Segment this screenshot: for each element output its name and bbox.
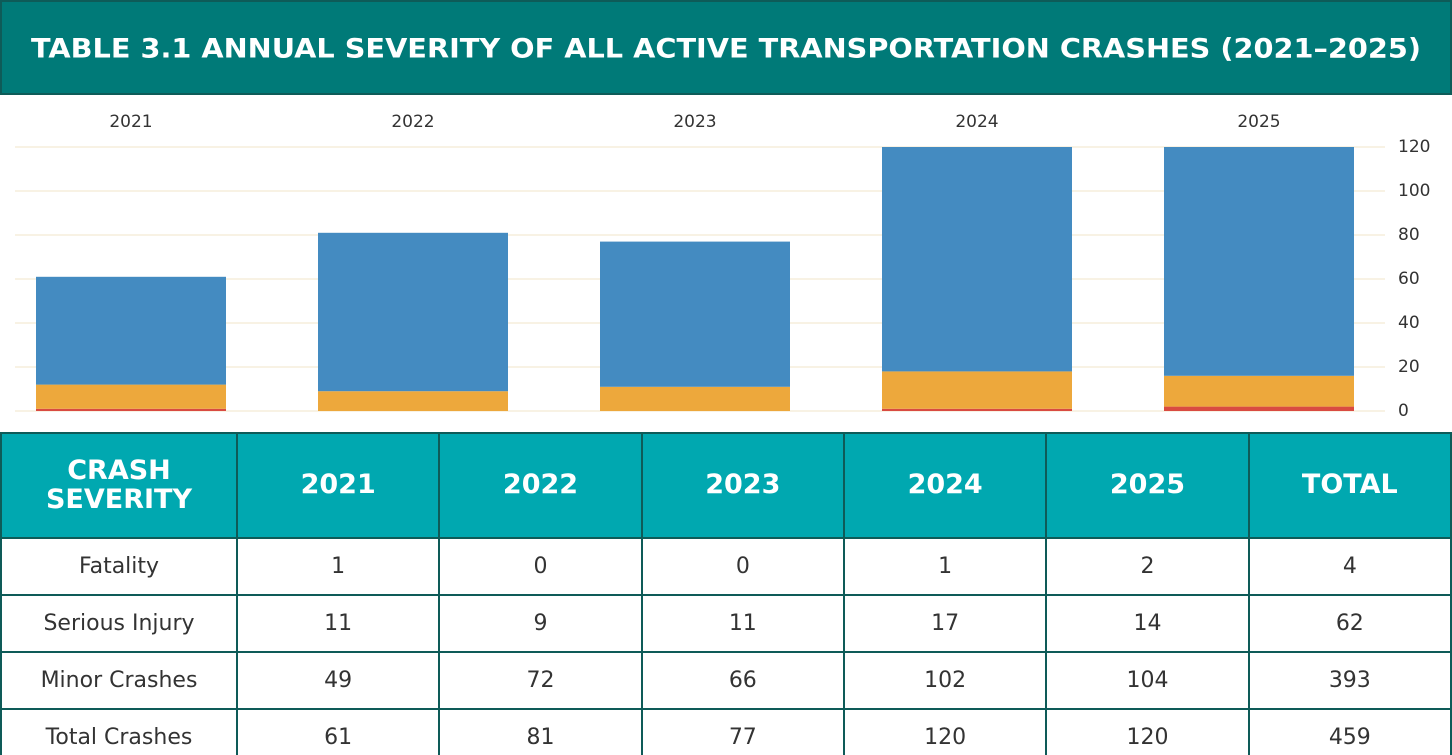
bar-segment [318, 391, 508, 411]
title-area: TABLE 3.1 ANNUAL SEVERITY OF ALL ACTIVE … [31, 34, 1421, 65]
table-row: Minor Crashes 49 72 66 102 104 393 [0, 651, 1452, 710]
bar-segment [882, 371, 1072, 409]
x-tick-label: 2022 [391, 112, 434, 132]
chart: 0 20 40 60 80 100 120 2021 2022 2023 2024 2025 [15, 112, 1430, 421]
data-table: CRASH SEVERITY 2021 2022 2023 2024 2025 TOTAL … [0, 432, 1452, 755]
table-cell: 77 [640, 708, 845, 755]
header-cell: TOTAL [1247, 432, 1452, 539]
table-row: Serious Injury 11 9 11 17 14 62 [0, 594, 1452, 653]
y-tick-label: 0 [1398, 401, 1409, 421]
table-cell: 393 [1247, 651, 1452, 710]
bar-segment [882, 408, 1072, 411]
y-tick-label: 20 [1398, 357, 1420, 377]
bar-segment [882, 147, 1072, 372]
x-tick-label: 2021 [109, 112, 152, 132]
header-cell: 2023 [640, 432, 845, 539]
table-cell: 1 [235, 537, 441, 596]
table-cell: Total Crashes [0, 708, 238, 755]
table-cell: 0 [640, 537, 845, 596]
x-tick-label: 2025 [1237, 112, 1280, 132]
table-cell: 62 [1247, 594, 1452, 653]
table-body: Fatality 1 0 0 1 2 4 Serious Injury 11 9 11 17 14 62 M… [0, 537, 1452, 755]
bar-segment [1164, 375, 1354, 407]
table-cell: 81 [438, 708, 643, 755]
table-cell: 61 [235, 708, 441, 755]
table-cell: 17 [842, 594, 1048, 653]
y-tick-label: 40 [1398, 313, 1420, 333]
table-cell: 459 [1247, 708, 1452, 755]
table-row: Fatality 1 0 0 1 2 4 [0, 537, 1452, 596]
header-cell: 2022 [438, 432, 643, 539]
table-cell: 102 [842, 651, 1048, 710]
header-row: CRASH SEVERITY 2021 2022 2023 2024 2025 TOTAL [0, 432, 1452, 539]
bar-segment [36, 384, 226, 409]
table-cell: 104 [1045, 651, 1250, 710]
table-cell: 66 [640, 651, 845, 710]
table-cell: 11 [640, 594, 845, 653]
y-tick-label: 120 [1398, 137, 1430, 157]
header-cell: 2025 [1045, 432, 1250, 539]
x-tick-label: 2024 [955, 112, 998, 132]
header-cell: 2021 [235, 432, 441, 539]
table-cell: Serious Injury [0, 594, 238, 653]
title-bar: TABLE 3.1 ANNUAL SEVERITY OF ALL ACTIVE … [0, 0, 1452, 95]
table-cell: 120 [842, 708, 1048, 755]
bar-segment [318, 232, 508, 392]
table-cell: 49 [235, 651, 441, 710]
bar-segment [600, 241, 790, 387]
x-tick-label: 2023 [673, 112, 716, 132]
table-cell: 2 [1045, 537, 1250, 596]
bar-segment [600, 386, 790, 411]
bar-segment [1164, 406, 1354, 411]
bar-segment [36, 276, 226, 385]
table-cell: Fatality [0, 537, 238, 596]
chart-title: TABLE 3.1 ANNUAL SEVERITY OF ALL ACTIVE … [31, 34, 1421, 65]
table-cell: 1 [842, 537, 1048, 596]
header-cell: CRASH SEVERITY [0, 432, 238, 539]
table-cell: Minor Crashes [0, 651, 238, 710]
header-cell: 2024 [842, 432, 1048, 539]
y-tick-label: 100 [1398, 181, 1430, 201]
y-tick-label: 60 [1398, 269, 1420, 289]
y-tick-label: 80 [1398, 225, 1420, 245]
table-cell: 120 [1045, 708, 1250, 755]
bar-segment [36, 408, 226, 411]
table-cell: 11 [235, 594, 441, 653]
table-cell: 4 [1247, 537, 1452, 596]
table-row: Total Crashes 61 81 77 120 120 459 [0, 708, 1452, 755]
table-cell: 14 [1045, 594, 1250, 653]
table-cell: 72 [438, 651, 643, 710]
table-cell: 9 [438, 594, 643, 653]
bar-segment [1164, 147, 1354, 376]
table-cell: 0 [438, 537, 643, 596]
